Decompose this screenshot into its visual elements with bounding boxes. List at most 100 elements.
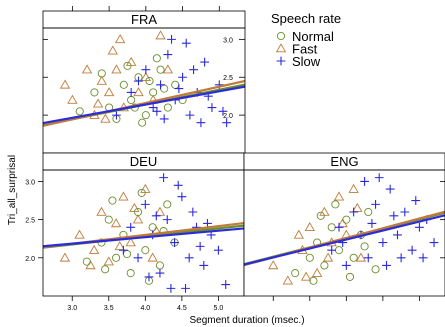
x-tick-label: 3.0: [67, 305, 77, 312]
point-eng-fast: [348, 183, 359, 193]
regression-line-deu-slow: [43, 227, 244, 248]
point-fra-fast: [107, 45, 118, 55]
point-deu-normal: [108, 196, 117, 205]
point-eng-normal: [345, 272, 355, 281]
x-tick-label: 5.0: [214, 305, 224, 312]
point-fra-slow: [200, 57, 209, 67]
regression-line-eng-slow: [244, 214, 445, 266]
point-fra-slow: [134, 76, 143, 86]
point-deu-slow: [184, 253, 194, 263]
x-tick-label: 4.0: [140, 305, 150, 312]
point-eng-slow: [389, 211, 399, 221]
point-eng-slow: [400, 207, 410, 217]
point-eng-slow: [327, 245, 337, 255]
point-fra-fast: [155, 30, 166, 40]
point-eng-slow: [334, 222, 344, 232]
point-deu-fast: [88, 244, 100, 254]
data-marks: [43, 30, 245, 128]
plot-area: [43, 170, 244, 296]
point-fra-fast: [92, 98, 104, 108]
point-deu-normal: [126, 269, 135, 278]
point-deu-slow: [177, 192, 187, 202]
x-axis-label: Segment duration (msec.): [189, 315, 304, 326]
point-fra-normal: [163, 103, 172, 112]
point-eng-fast: [300, 271, 312, 281]
point-eng-slow: [378, 238, 388, 247]
point-eng-slow: [371, 199, 380, 209]
point-eng-fast: [333, 191, 345, 201]
legend-marker-normal: [276, 31, 286, 41]
data-marks: [43, 173, 244, 293]
point-eng-slow: [360, 177, 369, 186]
point-deu-slow: [140, 199, 150, 209]
point-deu-normal: [133, 207, 143, 217]
point-deu-fast: [59, 252, 71, 262]
point-deu-slow: [133, 253, 143, 263]
point-deu-slow: [151, 211, 161, 221]
point-fra-fast: [114, 34, 126, 44]
point-fra-slow: [222, 118, 232, 128]
point-eng-slow: [429, 238, 439, 247]
point-deu-fast: [74, 229, 85, 239]
point-deu-slow: [199, 261, 209, 270]
point-deu-fast: [110, 218, 122, 228]
point-fra-normal: [152, 54, 161, 63]
point-fra-slow: [152, 106, 162, 116]
point-deu-slow: [162, 215, 172, 225]
point-deu-fast: [96, 206, 107, 216]
point-deu-normal: [101, 265, 110, 274]
y-tick-label: 2.5: [223, 75, 233, 82]
legend-marker-fast: [275, 43, 287, 53]
point-deu-normal: [82, 257, 91, 266]
point-deu-normal: [112, 253, 121, 262]
point-deu-slow: [173, 180, 183, 190]
point-eng-normal: [371, 265, 380, 274]
point-eng-fast: [282, 275, 294, 285]
point-deu-slow: [155, 268, 165, 278]
point-fra-fast: [103, 87, 115, 97]
point-eng-normal: [291, 269, 300, 278]
x-tick-label: 3.5: [104, 305, 114, 312]
y-tick-label: 2.0: [223, 113, 233, 120]
point-eng-normal: [349, 253, 358, 262]
point-fra-slow: [189, 65, 198, 75]
y-tick-label: 2.0: [25, 256, 35, 263]
point-fra-normal: [75, 107, 84, 116]
point-deu-fast: [125, 237, 136, 247]
axes-layer: 2.0 2.5 3.0 2.0 2.5 3.0 3.0 3.5 4.0 4.5 5.0: [25, 6, 445, 312]
point-fra-normal: [149, 88, 158, 97]
point-fra-slow: [207, 103, 217, 112]
x-tick-label: 4.5: [177, 305, 187, 312]
point-eng-fast: [322, 252, 334, 262]
point-deu-slow: [144, 272, 154, 282]
point-fra-slow: [163, 50, 173, 59]
point-eng-slow: [411, 196, 421, 205]
point-deu-slow: [195, 241, 205, 251]
point-fra-fast: [100, 113, 111, 123]
point-fra-fast: [96, 75, 107, 85]
y-tick-label: 3.0: [25, 179, 35, 186]
point-deu-slow: [181, 283, 190, 293]
point-deu-normal: [104, 215, 113, 224]
point-fra-slow: [141, 65, 151, 75]
point-eng-normal: [364, 207, 373, 217]
panel-border: [243, 169, 445, 297]
point-deu-fast: [118, 191, 129, 201]
point-deu-slow: [221, 280, 231, 289]
point-fra-slow: [159, 114, 169, 124]
regression-line-fra-slow: [43, 85, 245, 125]
point-fra-slow: [185, 110, 195, 120]
point-eng-normal: [342, 215, 351, 224]
strip-label-fra: FRA: [131, 12, 157, 27]
point-deu-slow: [126, 222, 136, 232]
point-fra-fast: [133, 87, 144, 97]
point-eng-slow: [415, 222, 424, 232]
point-deu-slow: [188, 207, 198, 217]
data-marks: [244, 173, 445, 285]
point-fra-normal: [141, 111, 150, 120]
panel-fra: FRA: [42, 10, 246, 154]
point-eng-slow: [382, 261, 391, 270]
